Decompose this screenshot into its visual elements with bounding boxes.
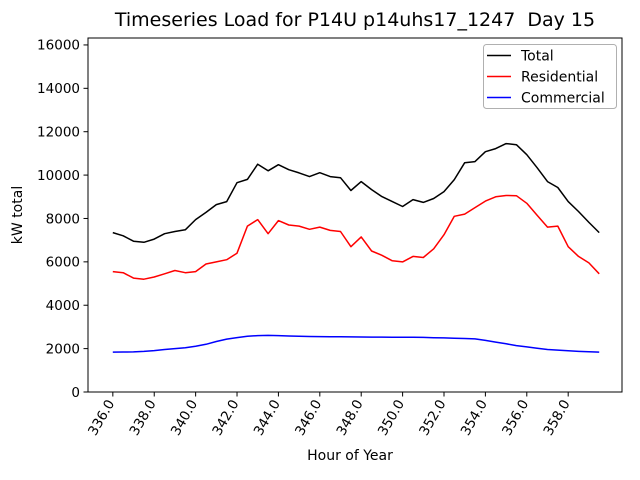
x-tick-label: 350.0 [375, 397, 408, 438]
y-tick-label: 16000 [37, 38, 80, 54]
x-tick-label: 336.0 [85, 397, 118, 438]
legend-box [483, 44, 617, 109]
plot-lines [112, 142, 600, 353]
y-axis-ticks: 0 2000 4000 6000 8000 10000 12000 14000 16000 [37, 38, 88, 401]
x-axis-ticks: 336.0 338.0 340.0 342.0 344.0 346.0 348.0 350.0… [85, 392, 574, 438]
plot-border [87, 37, 623, 393]
commercial-line [112, 334, 600, 353]
y-tick-label: 12000 [37, 125, 80, 141]
legend-residential-label: Residential [521, 70, 598, 86]
residential-line [112, 194, 600, 280]
x-tick-label: 338.0 [127, 397, 160, 438]
y-tick-label: 0 [71, 385, 80, 401]
x-tick-label: 348.0 [333, 397, 366, 438]
legend-commercial-label: Commercial [521, 91, 605, 107]
legend-total-label: Total [520, 49, 554, 65]
x-axis-label: Hour of Year [307, 448, 393, 464]
x-tick-label: 346.0 [292, 397, 325, 438]
y-tick-label: 6000 [46, 255, 80, 271]
y-tick-label: 8000 [46, 211, 80, 227]
total-line [112, 142, 600, 244]
y-tick-label: 14000 [37, 81, 80, 97]
x-tick-label: 354.0 [458, 397, 491, 438]
x-tick-label: 356.0 [499, 397, 532, 438]
legend: Total Residential Commercial [483, 44, 617, 109]
y-tick-label: 2000 [46, 341, 80, 357]
x-tick-label: 352.0 [416, 397, 449, 438]
x-tick-label: 344.0 [251, 397, 284, 438]
x-tick-label: 342.0 [209, 397, 242, 438]
y-axis-label: kW total [10, 186, 26, 244]
chart-title: Timeseries Load for P14U p14uhs17_1247 D… [114, 9, 596, 31]
y-tick-label: 4000 [46, 298, 80, 314]
x-tick-label: 358.0 [540, 397, 573, 438]
x-tick-label: 340.0 [168, 397, 201, 438]
y-tick-label: 10000 [37, 168, 80, 184]
